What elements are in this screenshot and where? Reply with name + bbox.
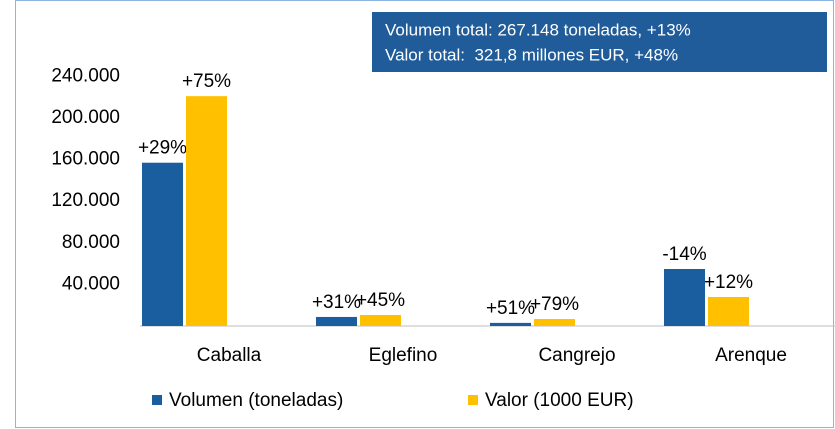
legend-label: Valor (1000 EUR): [485, 390, 634, 411]
bar: [708, 296, 749, 326]
legend-label: Volumen (toneladas): [169, 390, 343, 411]
y-tick-label: 120.000: [51, 190, 120, 211]
y-tick-label: 160.000: [51, 149, 120, 170]
y-tick-label: 200.000: [51, 107, 120, 128]
summary-box-bg: [372, 12, 827, 72]
bar-annotation: +45%: [356, 290, 405, 311]
summary-line: Valor total: 321,8 millones EUR, +48%: [385, 45, 678, 64]
bar: [316, 316, 357, 326]
x-tick-label: Arenque: [715, 345, 787, 366]
summary-line: Volumen total: 267.148 toneladas, +13%: [385, 20, 691, 39]
bar: [490, 322, 531, 326]
bar: [534, 319, 575, 326]
bar-annotation: +29%: [138, 138, 187, 159]
bar-annotation: +75%: [182, 71, 231, 92]
bar: [186, 96, 227, 326]
x-tick-label: Eglefino: [369, 345, 438, 366]
legend-swatch: [152, 395, 162, 405]
bar-annotation: +31%: [312, 292, 361, 313]
bar-annotation: -14%: [662, 244, 706, 265]
bar-annotation: +79%: [530, 294, 579, 315]
y-tick-label: 40.000: [62, 273, 120, 294]
summary-box: Volumen total: 267.148 toneladas, +13% V…: [372, 12, 827, 72]
x-tick-label: Caballa: [197, 345, 262, 366]
bar: [664, 269, 705, 326]
bar-annotation: +12%: [704, 272, 753, 293]
y-tick-label: 240.000: [51, 65, 120, 86]
y-tick-label: 80.000: [62, 232, 120, 253]
bar: [360, 314, 401, 326]
bar-annotation: +51%: [486, 298, 535, 319]
bar: [142, 162, 183, 326]
x-tick-label: Cangrejo: [538, 345, 615, 366]
legend-swatch: [468, 395, 478, 405]
